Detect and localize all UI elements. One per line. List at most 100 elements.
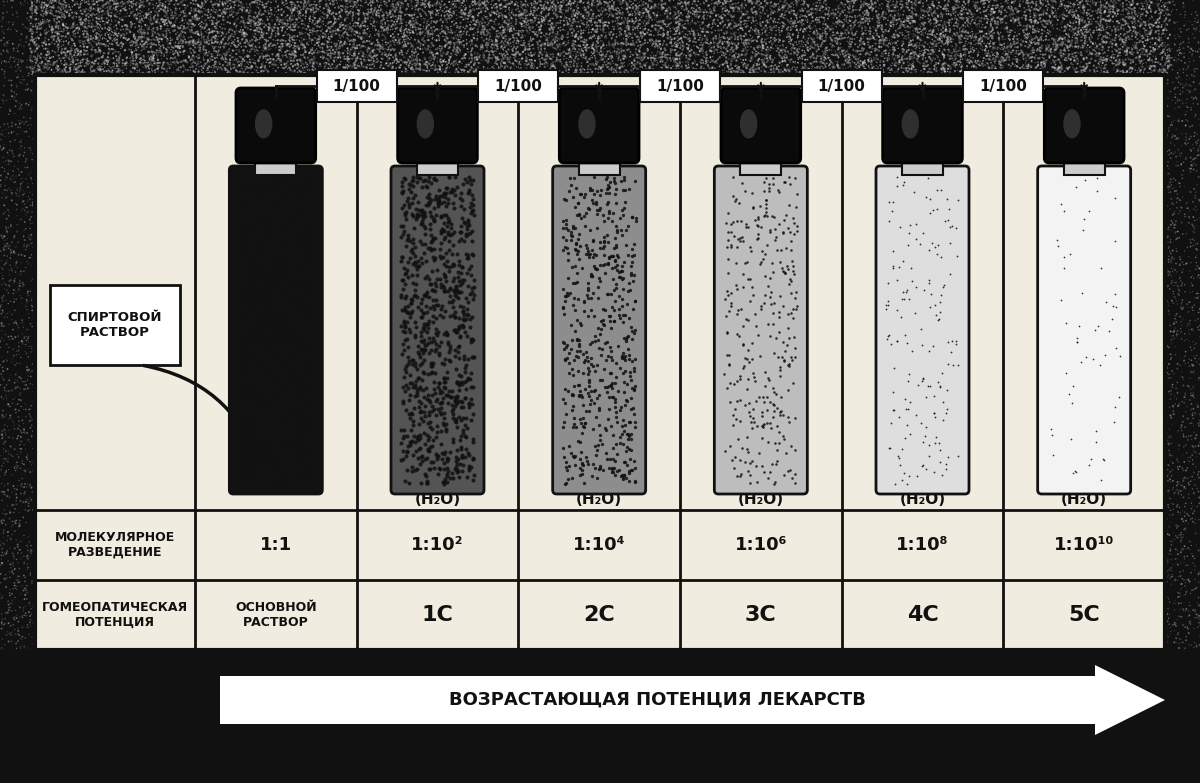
Point [0, 445, 16, 457]
Point [1139, 26, 1158, 38]
Point [257, 36, 276, 49]
Point [194, 43, 214, 56]
Point [974, 68, 994, 81]
Point [1091, 12, 1110, 24]
Point [1164, 333, 1183, 345]
Point [367, 34, 386, 46]
Point [836, 63, 856, 75]
Point [631, 41, 650, 54]
Point [1157, 626, 1176, 639]
Point [1045, 63, 1064, 76]
Point [235, 60, 254, 73]
Point [533, 52, 552, 64]
Point [296, 278, 316, 290]
Point [448, 286, 467, 298]
Point [568, 0, 587, 9]
Point [238, 455, 257, 467]
Point [26, 2, 46, 15]
Point [947, 16, 966, 29]
Point [845, 0, 864, 9]
Point [329, 51, 348, 63]
Point [247, 68, 266, 81]
Point [739, 0, 758, 6]
Point [1158, 78, 1177, 90]
Point [1025, 27, 1044, 39]
Point [992, 51, 1012, 63]
Point [624, 63, 643, 75]
Point [338, 42, 358, 55]
Point [35, 13, 54, 26]
Point [132, 5, 151, 18]
Point [709, 60, 728, 73]
Point [58, 22, 77, 34]
Point [14, 195, 34, 207]
Point [1063, 23, 1082, 35]
Point [29, 40, 48, 52]
Point [7, 218, 26, 231]
Point [192, 28, 211, 41]
Point [445, 310, 464, 323]
Point [292, 60, 311, 72]
Point [90, 39, 109, 52]
Point [532, 64, 551, 77]
Point [13, 649, 32, 662]
Point [468, 14, 487, 27]
Point [1174, 81, 1193, 94]
Point [1163, 42, 1182, 55]
Point [853, 28, 872, 41]
Point [103, 0, 122, 8]
Point [977, 10, 996, 23]
Point [234, 294, 253, 307]
Point [793, 67, 812, 80]
Point [29, 63, 48, 76]
Point [925, 20, 944, 33]
Point [1148, 33, 1168, 45]
Point [535, 30, 554, 42]
Point [275, 58, 294, 70]
Point [1177, 472, 1196, 485]
Point [926, 16, 946, 29]
Point [1043, 5, 1062, 17]
Point [302, 44, 322, 56]
Point [1062, 397, 1081, 410]
Point [343, 13, 362, 25]
Point [1177, 703, 1196, 716]
Point [757, 43, 776, 56]
Point [906, 63, 925, 76]
Point [802, 17, 821, 30]
Point [701, 56, 720, 68]
Point [503, 25, 522, 38]
Point [1141, 45, 1160, 57]
Point [858, 13, 877, 25]
Point [167, 9, 186, 21]
Point [666, 28, 685, 41]
Point [269, 477, 288, 489]
Point [97, 54, 116, 67]
Point [930, 37, 949, 49]
Point [481, 9, 500, 22]
Point [1066, 41, 1085, 53]
Point [17, 61, 36, 74]
Point [222, 47, 241, 60]
Point [270, 328, 289, 341]
Point [1168, 684, 1187, 697]
Point [308, 20, 328, 32]
Point [90, 46, 109, 59]
Point [304, 0, 323, 11]
Point [1090, 359, 1109, 371]
Point [340, 64, 359, 77]
Point [547, 54, 566, 67]
Point [548, 32, 568, 45]
Point [916, 10, 935, 23]
Point [640, 14, 659, 27]
Point [1175, 391, 1194, 403]
Point [1022, 34, 1042, 46]
Point [8, 659, 28, 671]
Point [974, 30, 994, 42]
Point [688, 9, 707, 21]
Point [1003, 44, 1022, 56]
Point [1180, 596, 1199, 608]
Point [392, 6, 412, 19]
Point [1024, 34, 1043, 46]
Point [1144, 43, 1163, 56]
